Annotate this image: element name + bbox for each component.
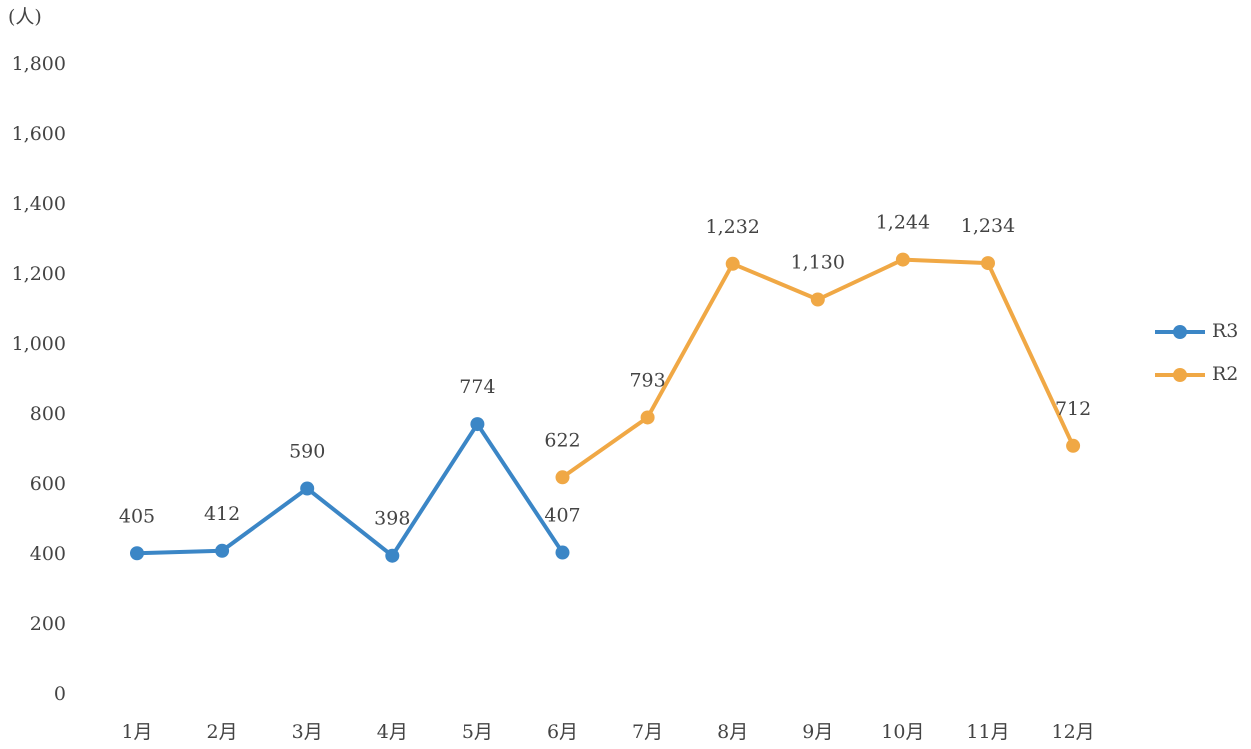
series-line bbox=[561, 257, 1075, 479]
data-label: 590 bbox=[289, 441, 325, 463]
series-line bbox=[136, 422, 565, 558]
x-tick-label: 8月 bbox=[717, 721, 748, 743]
point bbox=[640, 410, 655, 425]
x-tick-label: 9月 bbox=[802, 721, 833, 743]
point bbox=[1066, 438, 1081, 453]
x-tick-label: 10月 bbox=[881, 721, 924, 743]
y-tick-label: 1,200 bbox=[12, 263, 66, 285]
y-tick-label: 400 bbox=[30, 543, 66, 565]
x-tick-label: 6月 bbox=[547, 721, 578, 743]
data-label: 793 bbox=[629, 369, 665, 391]
point bbox=[470, 417, 485, 432]
legend-marker bbox=[1173, 368, 1187, 382]
data-label: 712 bbox=[1055, 398, 1091, 420]
x-tick-label: 7月 bbox=[632, 721, 663, 743]
y-tick-label: 1,000 bbox=[12, 333, 66, 355]
y-unit: (人) bbox=[8, 6, 42, 28]
x-tick-label: 3月 bbox=[292, 721, 323, 743]
y-tick-label: 0 bbox=[54, 683, 66, 705]
data-label: 774 bbox=[459, 376, 495, 398]
data-label: 1,244 bbox=[876, 212, 930, 234]
data-label: 1,234 bbox=[961, 215, 1015, 237]
point bbox=[810, 292, 825, 307]
point bbox=[981, 256, 995, 271]
data-label: 407 bbox=[544, 505, 580, 527]
point bbox=[385, 548, 400, 563]
x-tick-label: 2月 bbox=[207, 721, 238, 743]
x-tick-label: 4月 bbox=[377, 721, 408, 743]
point bbox=[555, 545, 570, 560]
point bbox=[725, 256, 740, 271]
legend-label: R2 bbox=[1212, 363, 1238, 385]
point bbox=[555, 470, 570, 485]
x-tick-label: 1月 bbox=[121, 721, 152, 743]
x-tick-label: 12月 bbox=[1052, 721, 1095, 743]
x-tick-label: 5月 bbox=[462, 721, 493, 743]
y-tick-label: 1,600 bbox=[12, 123, 66, 145]
y-tick-label: 200 bbox=[30, 613, 66, 635]
y-tick-label: 800 bbox=[30, 403, 66, 425]
data-label: 405 bbox=[119, 505, 155, 527]
data-label: 1,232 bbox=[705, 216, 759, 238]
x-tick-label: 11月 bbox=[966, 721, 1009, 743]
point bbox=[130, 546, 144, 561]
y-tick-label: 600 bbox=[30, 473, 66, 495]
data-label: 1,130 bbox=[791, 252, 845, 274]
legend-marker bbox=[1173, 325, 1187, 339]
data-label: 622 bbox=[544, 429, 580, 451]
point bbox=[300, 481, 315, 496]
y-tick-label: 1,800 bbox=[12, 53, 66, 75]
y-tick-label: 1,400 bbox=[12, 193, 66, 215]
data-label: 412 bbox=[204, 503, 240, 525]
legend-label: R3 bbox=[1212, 320, 1238, 342]
data-label: 398 bbox=[374, 508, 410, 530]
point bbox=[895, 252, 910, 267]
point bbox=[215, 543, 230, 558]
